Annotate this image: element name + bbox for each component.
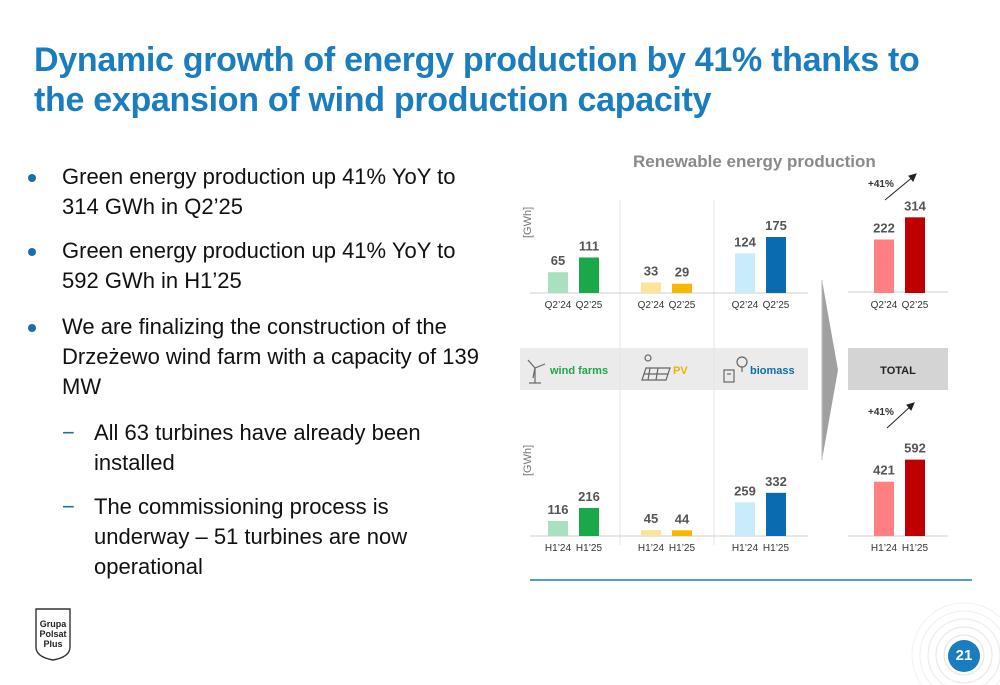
data-label: 216 (578, 489, 600, 504)
data-label: 175 (765, 218, 787, 233)
tick-label: Q2’24 (871, 300, 898, 311)
biomass-label: biomass (750, 365, 795, 377)
wind-label: wind farms (549, 365, 608, 377)
sub-bullet-dash: − (62, 494, 75, 519)
tick-label: Q2’24 (732, 300, 759, 311)
bar-wind-Q2’24 (548, 272, 568, 293)
bullet-dot (28, 174, 36, 182)
bullet-dot (28, 248, 36, 256)
svg-text:Polsat: Polsat (39, 629, 66, 639)
tick-label: Q2’24 (545, 300, 572, 311)
bar-pv-Q2’24 (641, 282, 661, 293)
svg-text:Grupa: Grupa (40, 619, 67, 629)
wind-turbine-icon (527, 359, 546, 384)
tick-label: H1’24 (545, 543, 572, 554)
tick-label: H1’24 (638, 543, 665, 554)
growth-arrow-icon (884, 173, 917, 201)
growth-label: +41% (868, 179, 894, 190)
tick-label: H1’25 (669, 543, 696, 554)
page-number: 21 (948, 640, 980, 672)
data-label: 111 (579, 238, 599, 253)
total-label: TOTAL (880, 365, 916, 377)
svg-text:Plus: Plus (43, 639, 62, 649)
tick-label: H1’25 (763, 543, 790, 554)
bar-biomass-H1’24 (735, 502, 755, 536)
tick-label: H1’25 (576, 543, 603, 554)
bullet-text: Green energy production up 41% YoY to 59… (62, 238, 456, 293)
y-unit-label: [GWh] (522, 445, 534, 476)
data-label: 65 (551, 253, 565, 268)
sub-bullet-dash: − (62, 420, 75, 445)
sub-bullet-text: The commissioning process is underway – … (94, 494, 408, 579)
bar-pv-Q2’25 (672, 283, 692, 293)
solar-panel-icon (641, 354, 671, 381)
tick-label: Q2’25 (669, 300, 696, 311)
tick-label: H1’24 (732, 543, 759, 554)
data-label: 116 (548, 502, 569, 517)
decorative-rings (911, 602, 1000, 685)
tick-label: Q2’25 (576, 300, 603, 311)
tick-label: H1’25 (902, 543, 929, 554)
bar-pv-H1’24 (641, 530, 661, 536)
data-label: 33 (644, 263, 658, 278)
data-label: 592 (904, 441, 926, 456)
pv-label: PV (673, 365, 688, 377)
bar-total-H1’24 (874, 481, 894, 536)
tick-label: Q2’25 (902, 300, 929, 311)
total-band (848, 348, 948, 390)
data-label: 259 (734, 483, 756, 498)
data-label: 29 (675, 265, 689, 280)
bar-wind-Q2’25 (579, 257, 599, 293)
tick-label: Q2’25 (763, 300, 790, 311)
tick-label: H1’24 (871, 543, 898, 554)
chart-title: Renewable energy production (633, 152, 876, 171)
data-label: 421 (873, 463, 895, 478)
bar-pv-H1’25 (672, 530, 692, 536)
bar-biomass-Q2’25 (766, 237, 786, 293)
data-label: 44 (675, 511, 690, 526)
sub-bullet-text: All 63 turbines have already been instal… (94, 420, 421, 475)
company-logo: Grupa Polsat Plus (35, 608, 71, 661)
bar-total-Q2’25 (905, 217, 925, 293)
bar-total-Q2’24 (874, 239, 894, 293)
bullet-dot (28, 324, 36, 332)
bar-biomass-Q2’24 (735, 253, 755, 293)
bar-total-H1’25 (905, 459, 925, 536)
bar-biomass-H1’25 (766, 492, 786, 536)
data-label: 332 (765, 474, 787, 489)
bar-wind-H1’24 (548, 520, 568, 536)
growth-label: +41% (868, 407, 894, 418)
data-label: 314 (904, 198, 926, 213)
bar-wind-H1’25 (579, 507, 599, 536)
bullet-text: We are finalizing the construction of th… (62, 314, 479, 399)
growth-arrow-icon (886, 402, 915, 429)
tick-label: Q2’24 (638, 300, 665, 311)
page-title: Dynamic growth of energy production by 4… (34, 41, 920, 119)
category-band (520, 348, 808, 390)
data-label: 222 (873, 220, 895, 235)
data-label: 124 (734, 234, 756, 249)
arrow-separator (822, 280, 838, 460)
y-unit-label: [GWh] (522, 207, 534, 238)
biomass-bulb-icon (723, 356, 748, 383)
data-label: 45 (644, 511, 658, 526)
bullet-text: Green energy production up 41% YoY to 31… (62, 164, 456, 219)
